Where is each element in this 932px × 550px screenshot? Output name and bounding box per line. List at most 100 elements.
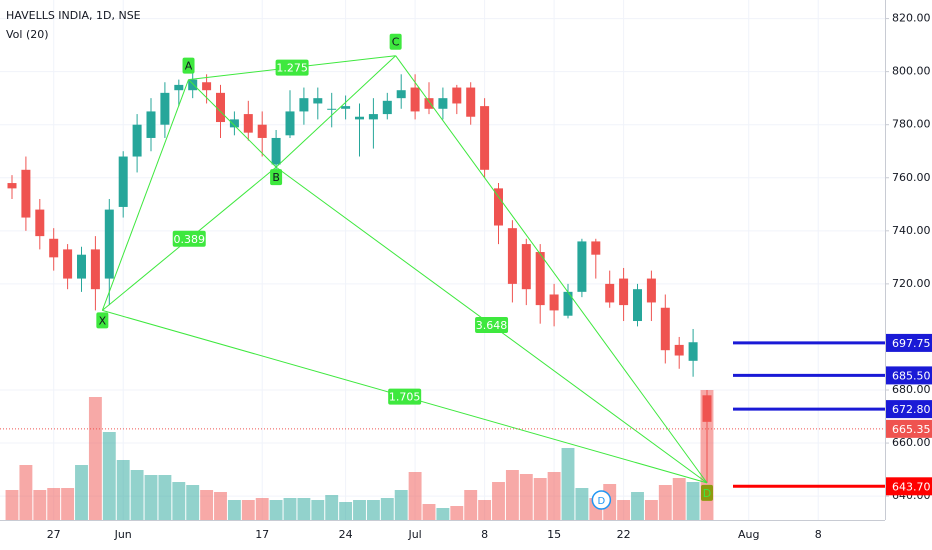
candle-body bbox=[619, 278, 629, 306]
level-label: 685.50 bbox=[892, 369, 931, 382]
x-tick-label: 24 bbox=[339, 528, 353, 541]
candle-body bbox=[77, 254, 86, 279]
level-box bbox=[886, 366, 932, 385]
candles bbox=[7, 71, 712, 483]
volume-bar bbox=[533, 478, 547, 520]
candle-body bbox=[229, 119, 239, 128]
volume-bar bbox=[158, 475, 172, 520]
volume-bar bbox=[88, 397, 102, 520]
candle-body bbox=[382, 100, 392, 115]
x-tick-label: Jun bbox=[114, 528, 132, 541]
candle-body bbox=[202, 82, 212, 91]
candle-body bbox=[327, 108, 337, 110]
volume-bar bbox=[505, 470, 519, 520]
level-box bbox=[886, 333, 932, 352]
candle-body bbox=[591, 241, 601, 255]
volume-bar bbox=[297, 498, 311, 520]
volume-bar bbox=[75, 465, 88, 520]
volume-bar bbox=[658, 485, 672, 520]
ratio-label: 1.705 bbox=[389, 391, 421, 404]
candle-body bbox=[341, 106, 351, 109]
event-marker bbox=[591, 490, 612, 510]
candle-body bbox=[104, 209, 114, 279]
candle-body bbox=[174, 84, 184, 91]
xabcd-pattern: 1.275 0.389 3.648 1.705 X A B C D bbox=[96, 33, 713, 501]
candle-body bbox=[480, 106, 490, 170]
x-tick-label: 17 bbox=[255, 528, 269, 541]
candle-body bbox=[410, 87, 420, 112]
candle-body bbox=[7, 183, 17, 189]
grid bbox=[0, 0, 885, 520]
candle-body bbox=[146, 111, 156, 138]
volume-bar bbox=[686, 482, 700, 520]
candle-body bbox=[494, 188, 503, 226]
volume-bar bbox=[436, 508, 450, 520]
y-tick-label: 780.00 bbox=[892, 118, 931, 131]
volume-bar bbox=[519, 474, 533, 520]
ratio-box bbox=[172, 230, 206, 247]
candle-body bbox=[160, 92, 170, 125]
volume-bar bbox=[325, 495, 339, 520]
chart-title: HAVELLS INDIA, 1D, NSE bbox=[6, 9, 141, 22]
y-tick-label: 740.00 bbox=[892, 224, 931, 237]
candle-body bbox=[438, 98, 448, 109]
y-tick-label: 760.00 bbox=[892, 171, 931, 184]
volume-bar bbox=[478, 500, 492, 520]
volume-bar bbox=[408, 472, 422, 520]
volume-bar bbox=[394, 490, 408, 520]
level-label: 672.80 bbox=[892, 403, 931, 416]
volume-bar bbox=[311, 500, 325, 520]
ratio-box bbox=[275, 59, 309, 76]
candle-body bbox=[674, 344, 684, 356]
volume-bar bbox=[61, 488, 75, 520]
overlay: D bbox=[0, 341, 885, 510]
candle-body bbox=[63, 249, 73, 279]
volume-bar bbox=[33, 490, 47, 520]
candle-body bbox=[313, 98, 323, 104]
volume-bar bbox=[561, 448, 575, 520]
volume-bar bbox=[214, 492, 227, 520]
volume-bar bbox=[422, 504, 436, 520]
volume-bar bbox=[617, 500, 631, 520]
x-tick-label: 15 bbox=[547, 528, 561, 541]
x-tick-label: 22 bbox=[617, 528, 631, 541]
volume-bar bbox=[47, 488, 61, 520]
candle-body bbox=[396, 90, 406, 99]
indicator-label: Vol (20) bbox=[6, 28, 49, 41]
candle-body bbox=[35, 209, 45, 237]
volume-bar bbox=[19, 465, 33, 520]
point-box bbox=[270, 169, 283, 186]
candle-body bbox=[21, 169, 31, 218]
ratio-box bbox=[475, 317, 509, 333]
point-box bbox=[96, 312, 109, 329]
y-tick-label: 680.00 bbox=[892, 383, 931, 396]
candle-body bbox=[605, 283, 615, 303]
candle-body bbox=[271, 137, 281, 165]
candle-body bbox=[257, 124, 267, 138]
volume-bar bbox=[631, 492, 644, 520]
point-label: B bbox=[272, 171, 280, 184]
level-box bbox=[886, 477, 932, 496]
last-price-box bbox=[886, 419, 932, 438]
volume-bar bbox=[575, 488, 589, 520]
ratio-label: 0.389 bbox=[173, 233, 205, 246]
point-box bbox=[701, 484, 713, 501]
candle-body bbox=[368, 114, 378, 120]
candle-body bbox=[549, 294, 559, 311]
candle-body bbox=[521, 244, 531, 290]
pattern-leg bbox=[188, 79, 277, 168]
point-label: X bbox=[99, 314, 107, 327]
volume-bar bbox=[269, 500, 283, 520]
candle-body bbox=[355, 116, 364, 120]
x-tick-label: 8 bbox=[815, 528, 822, 541]
event-label: D bbox=[598, 496, 606, 507]
volume-bar bbox=[464, 490, 478, 520]
last-price-label: 665.35 bbox=[892, 423, 931, 436]
volume-bar bbox=[644, 500, 658, 520]
axes: 640.00660.00680.00720.00740.00760.00780.… bbox=[47, 12, 932, 541]
volume-bar bbox=[200, 490, 214, 520]
volume-bar bbox=[172, 482, 186, 520]
candle-body bbox=[646, 278, 656, 303]
